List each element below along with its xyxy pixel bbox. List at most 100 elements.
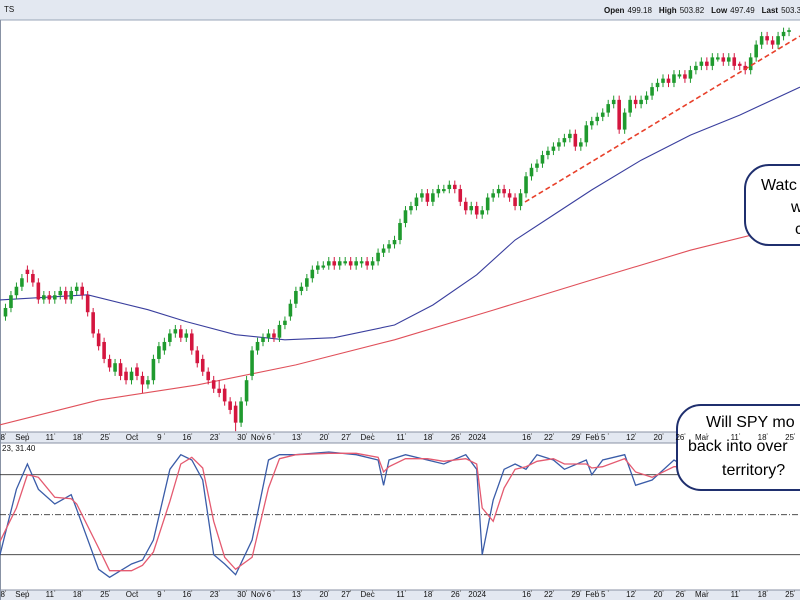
candle-body (557, 142, 561, 147)
candle-body (765, 36, 769, 41)
candle-body (140, 375, 145, 385)
header-label: Low (711, 6, 728, 15)
x-tick-label: 20 (319, 433, 328, 442)
candle-body (403, 210, 408, 224)
candle-body (337, 261, 342, 266)
x-tick-label: 11 (396, 590, 405, 599)
callout-text: back into over (688, 438, 788, 455)
x-tick-label: 16 (522, 590, 531, 599)
x-tick-label: 2024 (468, 590, 486, 599)
candle-body (699, 61, 704, 66)
candle-body (343, 261, 348, 264)
x-tick-label: 11 (46, 433, 55, 442)
x-tick-label: 16 (522, 433, 531, 442)
candle-body (288, 303, 293, 317)
x-tick-label: 11 (731, 590, 740, 599)
x-tick-label: 26 (451, 433, 460, 442)
x-tick-label: 23 (210, 433, 219, 442)
candle-body (42, 295, 46, 300)
candle-body (661, 78, 665, 83)
candle-body (283, 320, 287, 325)
candle-body (332, 261, 337, 266)
x-tick-label: 28 (0, 433, 5, 442)
candle-body (458, 189, 463, 202)
candle-body (683, 74, 687, 79)
candle-body (376, 252, 380, 262)
header-value: 499.18 (627, 6, 652, 15)
x-tick-label: 30 (237, 433, 246, 442)
x-tick-label: 20 (319, 590, 328, 599)
candle-body (589, 121, 594, 126)
x-tick-label: 16 (182, 433, 191, 442)
candle-body (726, 57, 731, 62)
candle-body (129, 371, 134, 381)
x-tick-label: 5 (601, 433, 606, 442)
candle-body (677, 74, 682, 77)
x-tick-label: 27 (341, 590, 350, 599)
x-tick-label: 27 (341, 433, 350, 442)
candle-body (381, 248, 386, 253)
x-tick-label: 26 (675, 590, 684, 599)
candle-body (600, 112, 605, 117)
candle-body (96, 333, 101, 347)
candle-body (748, 57, 753, 71)
x-tick-label: 26 (675, 433, 684, 442)
x-tick-label: 5 (601, 590, 606, 599)
x-tick-label: 20 (654, 433, 663, 442)
candle-body (666, 78, 671, 83)
candle-body (606, 104, 611, 113)
candle-body (617, 99, 621, 130)
candle-body (452, 184, 457, 190)
candle-body (261, 337, 265, 342)
x-tick-label: 29 (571, 590, 580, 599)
candle-body (80, 286, 84, 296)
candle-body (425, 193, 430, 202)
candle-body (14, 286, 19, 296)
candle-body (316, 265, 320, 270)
callout-text: territory? (722, 462, 785, 479)
callout-text: w (790, 199, 800, 216)
candle-body (787, 30, 791, 32)
x-tick-label: Sep (15, 433, 30, 442)
candle-body (655, 82, 660, 88)
header-value: 497.49 (730, 6, 755, 15)
callout: Will SPY mo back into over territory? (676, 404, 800, 491)
x-tick-label: 25 (785, 433, 794, 442)
candle-body (721, 57, 726, 62)
x-tick-label: Feb (585, 433, 599, 442)
header-label: High (659, 6, 677, 15)
candle-body (52, 295, 57, 300)
header-value: 503.82 (680, 6, 705, 15)
candle-body (524, 176, 528, 194)
candle-body (184, 333, 189, 338)
candle-body (628, 99, 632, 113)
candle-body (546, 150, 550, 156)
x-tick-label: 13 (292, 433, 301, 442)
candle-body (69, 290, 74, 300)
candle-body (705, 61, 709, 66)
x-tick-label: Nov (251, 590, 265, 599)
indicator-label: 23, 31.40 (2, 444, 36, 453)
x-tick-label: Sep (15, 590, 30, 599)
candle-body (694, 65, 698, 71)
x-tick-label: 13 (292, 590, 301, 599)
candle-body (573, 133, 578, 147)
candle-body (294, 290, 298, 304)
candle-body (672, 74, 676, 83)
candle-body (513, 197, 517, 207)
header-bar (0, 0, 800, 20)
candle-body (113, 363, 117, 372)
candle-body (124, 371, 128, 381)
candle-body (562, 138, 567, 143)
candle-body (233, 405, 238, 423)
x-tick-label: Mar (695, 433, 709, 442)
callout-box (744, 164, 800, 246)
candle-body (502, 189, 506, 194)
candle-body (200, 358, 205, 372)
x-tick-label: 9 (157, 590, 162, 599)
candle-body (102, 341, 106, 359)
candle-body (551, 146, 556, 151)
candle-body (370, 261, 375, 266)
x-tick-label: Oct (126, 433, 139, 442)
candle-body (250, 350, 254, 376)
